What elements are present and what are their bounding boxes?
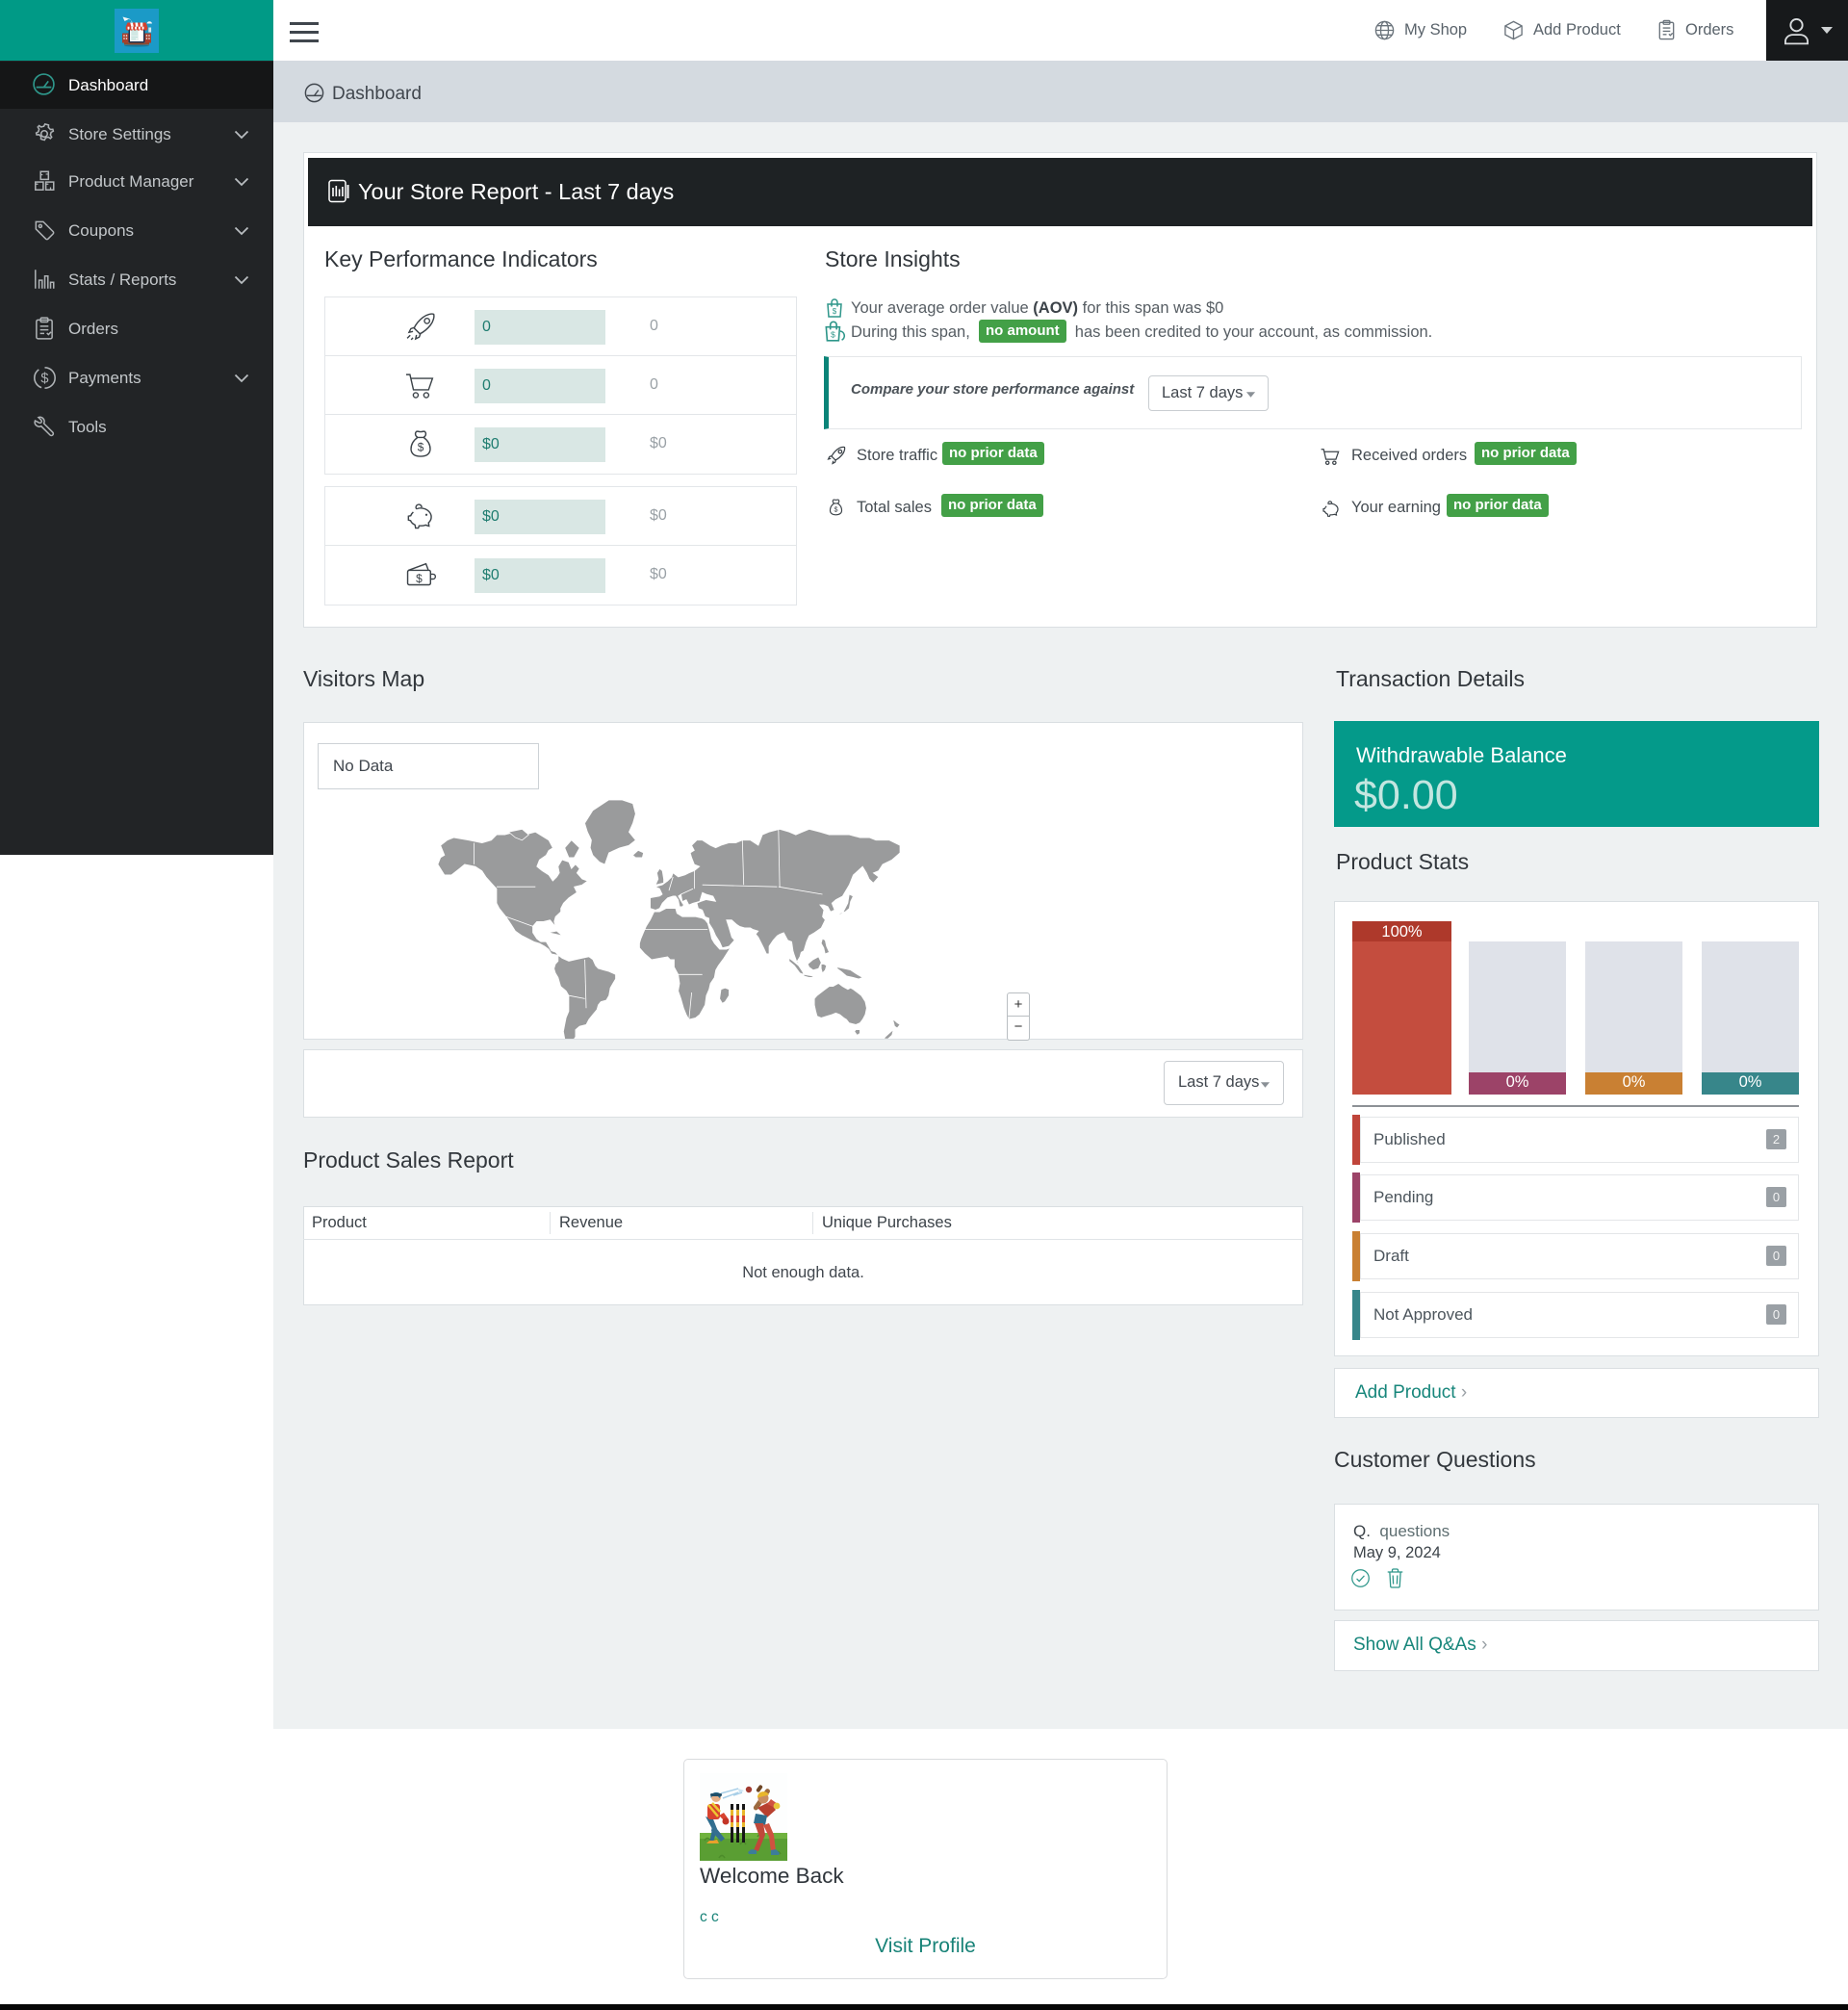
svg-text:$: $ bbox=[416, 572, 423, 585]
svg-text:$: $ bbox=[418, 440, 424, 453]
svg-text:$: $ bbox=[831, 330, 835, 340]
svg-text:$: $ bbox=[40, 372, 48, 387]
svg-text:$: $ bbox=[834, 505, 838, 513]
svg-text:$: $ bbox=[833, 307, 837, 316]
